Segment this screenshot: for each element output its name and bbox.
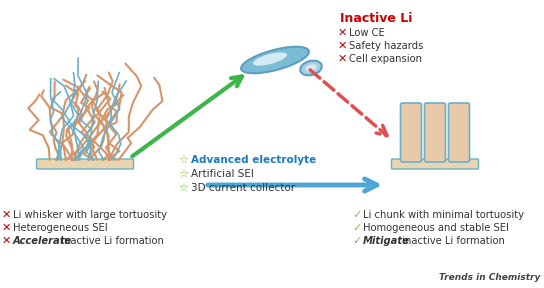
Text: Artificial SEI: Artificial SEI xyxy=(191,169,254,179)
Text: ☆: ☆ xyxy=(178,155,188,165)
Text: ✓: ✓ xyxy=(352,236,361,246)
Text: Mitigate: Mitigate xyxy=(363,236,410,246)
Ellipse shape xyxy=(241,47,309,73)
Text: ✕: ✕ xyxy=(338,28,348,38)
Text: ✕: ✕ xyxy=(2,223,11,233)
FancyBboxPatch shape xyxy=(448,103,469,162)
Text: ✕: ✕ xyxy=(338,54,348,64)
FancyBboxPatch shape xyxy=(424,103,446,162)
Text: Safety hazards: Safety hazards xyxy=(349,41,423,51)
Text: Inactive Li: Inactive Li xyxy=(340,12,412,25)
Ellipse shape xyxy=(306,64,317,72)
Text: Cell expansion: Cell expansion xyxy=(349,54,422,64)
Text: inactive Li formation: inactive Li formation xyxy=(399,236,505,246)
Text: Homogeneous and stable SEI: Homogeneous and stable SEI xyxy=(363,223,509,233)
Text: inactive Li formation: inactive Li formation xyxy=(58,236,164,246)
Ellipse shape xyxy=(300,61,322,75)
FancyBboxPatch shape xyxy=(400,103,422,162)
Text: Trends in Chemistry: Trends in Chemistry xyxy=(438,273,540,282)
Text: ✕: ✕ xyxy=(338,41,348,51)
Text: ✕: ✕ xyxy=(2,210,11,220)
FancyBboxPatch shape xyxy=(36,159,133,169)
Text: Low CE: Low CE xyxy=(349,28,385,38)
Text: ✓: ✓ xyxy=(352,210,361,220)
Text: Li whisker with large tortuosity: Li whisker with large tortuosity xyxy=(13,210,167,220)
Text: Accelerate: Accelerate xyxy=(13,236,72,246)
Text: Advanced electrolyte: Advanced electrolyte xyxy=(191,155,316,165)
FancyBboxPatch shape xyxy=(392,159,479,169)
Text: ✕: ✕ xyxy=(2,236,11,246)
Text: ☆: ☆ xyxy=(178,183,188,193)
Text: ☆: ☆ xyxy=(178,169,188,179)
Text: Li chunk with minimal tortuosity: Li chunk with minimal tortuosity xyxy=(363,210,524,220)
Ellipse shape xyxy=(253,52,287,66)
Text: 3D current collector: 3D current collector xyxy=(191,183,295,193)
Text: ✓: ✓ xyxy=(352,223,361,233)
Text: Heterogeneous SEI: Heterogeneous SEI xyxy=(13,223,108,233)
